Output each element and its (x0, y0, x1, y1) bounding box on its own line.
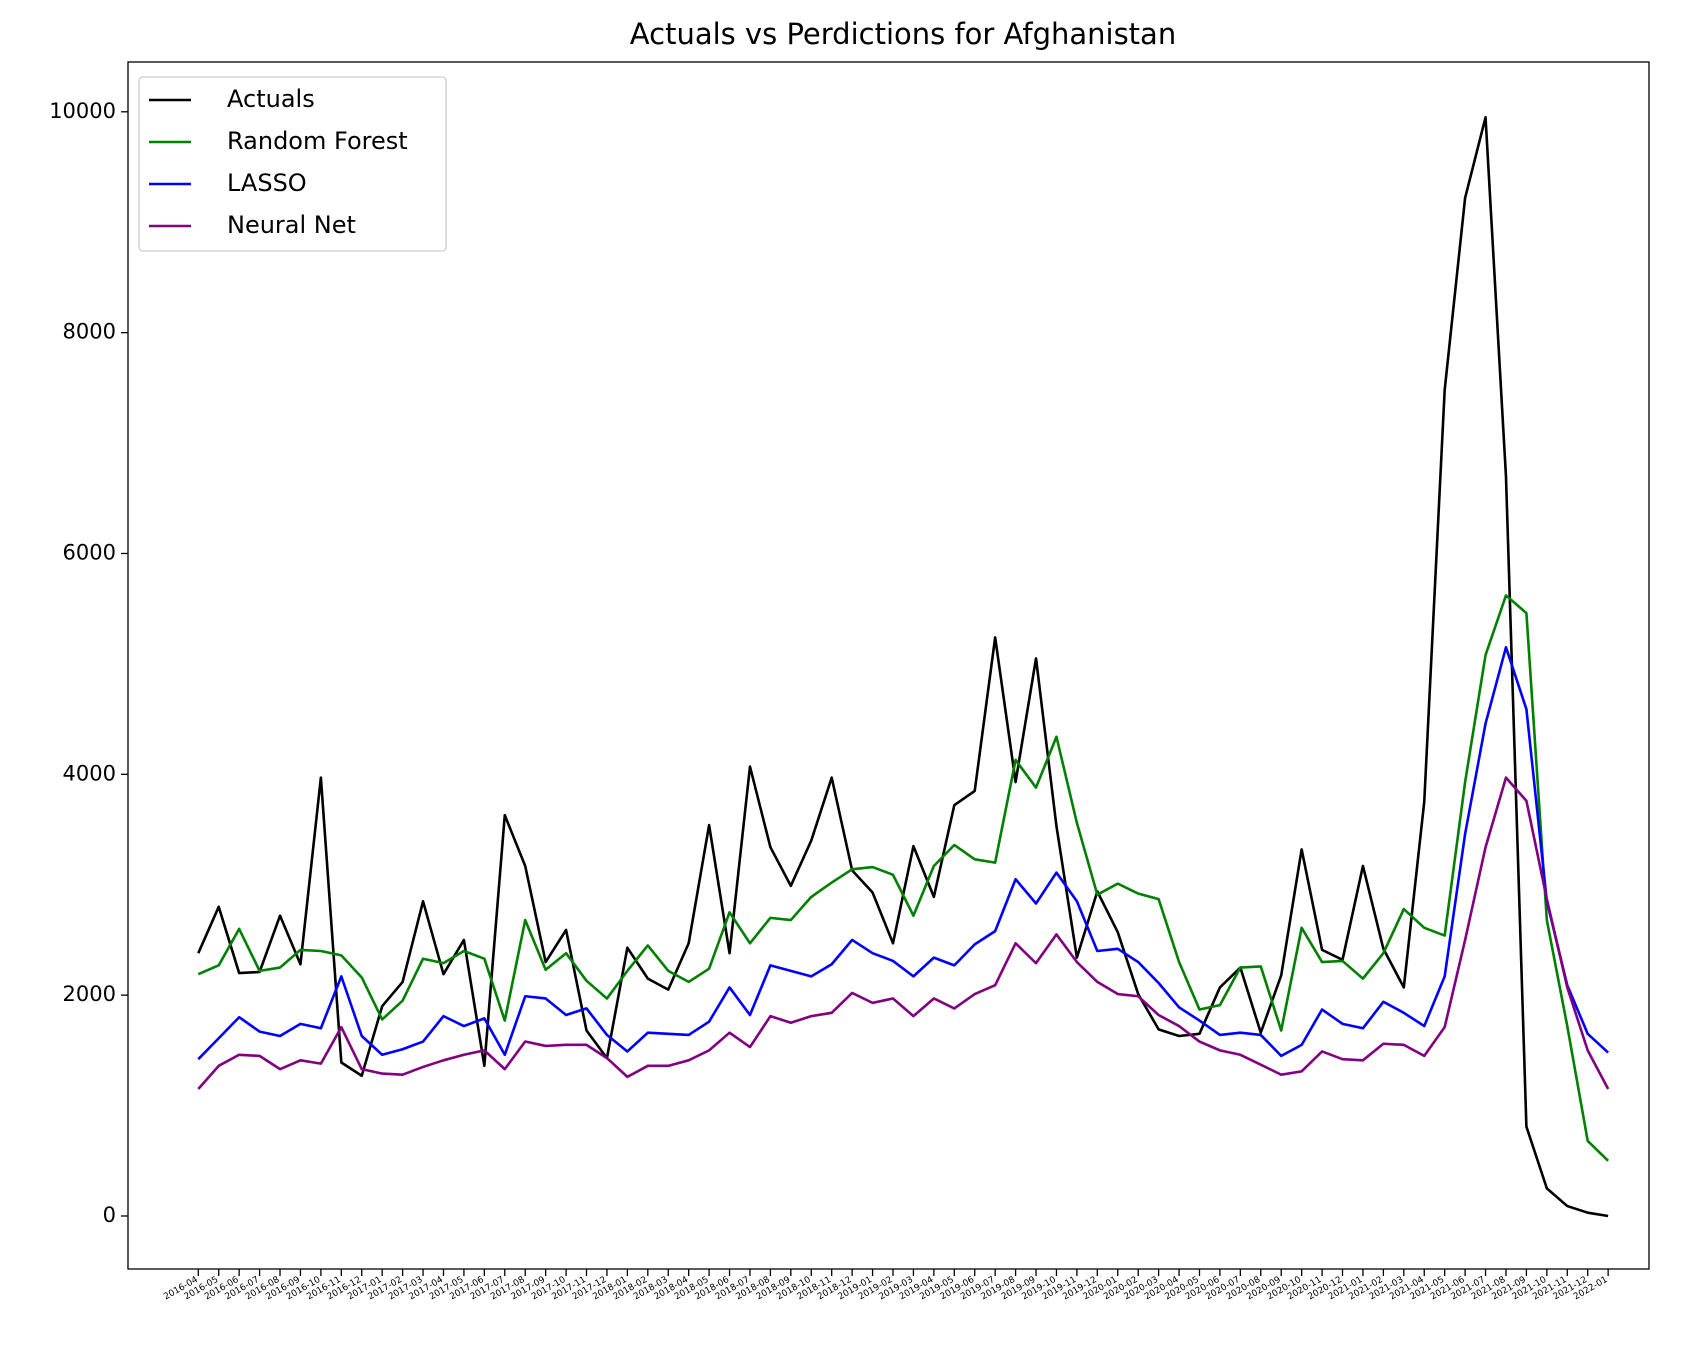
series-line (197, 646, 1610, 1061)
y-tick-label: 8000 (63, 320, 116, 344)
legend: Actuals Random Forest LASSO Neural Net (138, 76, 447, 252)
y-tick-label: 6000 (63, 540, 116, 564)
legend-label: LASSO (227, 169, 307, 197)
legend-label: Random Forest (227, 127, 408, 155)
series-line (197, 594, 1610, 1162)
y-tick-label: 4000 (63, 761, 116, 785)
series-line (197, 776, 1610, 1090)
legend-label: Neural Net (227, 211, 356, 239)
y-tick-label: 10000 (49, 99, 116, 123)
plot-frame (127, 61, 1650, 1270)
y-tick-label: 0 (103, 1203, 116, 1227)
chart-title: Actuals vs Perdictions for Afghanistan (630, 17, 1176, 51)
legend-label: Actuals (227, 85, 315, 113)
legend-box (138, 76, 447, 252)
y-tick-label: 2000 (63, 982, 116, 1006)
